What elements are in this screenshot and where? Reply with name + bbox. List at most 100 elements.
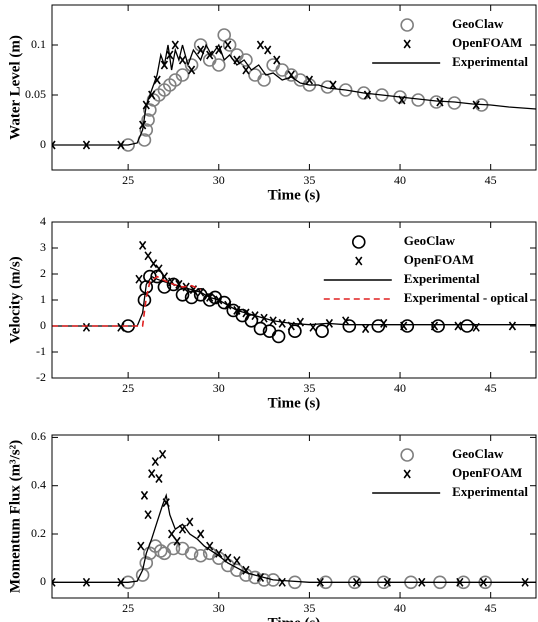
x-marker [171,40,179,50]
x-tick-label: 35 [303,381,315,395]
x-marker [138,120,147,130]
circle-marker [175,287,190,302]
series-line [52,275,536,327]
x-stroke [138,240,147,250]
x-marker [144,251,152,261]
x-axis-title: Time (s) [268,187,321,203]
x-stroke [355,256,363,266]
legend-label: Experimental [452,54,528,69]
x-stroke [187,65,196,75]
y-tick-label: 0 [40,318,46,332]
x-stroke [168,277,176,287]
x-stroke [329,80,337,90]
circle-marker [175,541,190,556]
circle-marker [338,83,353,97]
x-stroke [151,457,159,467]
x-stroke [215,548,223,558]
x-stroke [273,55,281,65]
x-stroke [175,279,183,289]
x-stroke [256,572,265,582]
x-stroke [197,45,205,55]
plot-area [52,240,536,344]
x-stroke [162,498,170,508]
x-tick-label: 35 [303,601,315,615]
x-marker [135,274,143,284]
x-stroke [296,317,304,327]
x-tick-label: 30 [213,601,225,615]
y-tick-label: 3 [40,240,46,254]
legend-label: Experimental [404,271,480,286]
x-tick-label: 40 [394,601,406,615]
legend: GeoClaw OpenFOAM Experimental [372,446,528,499]
x-marker [242,65,250,75]
x-tick-label: 25 [122,173,134,187]
x-marker [153,75,161,85]
x-stroke [82,322,91,332]
x-stroke [305,75,314,85]
y-tick-label: -2 [36,370,46,384]
legend-label: GeoClaw [452,16,504,31]
x-marker [278,318,286,328]
x-marker [305,75,314,85]
x-stroke [206,50,214,60]
x-tick-label: 30 [213,381,225,395]
y-axis-title: Momentum Flux (m³/s²) [7,440,23,593]
x-stroke [361,324,370,334]
circle-marker [400,319,415,333]
circle-marker [139,556,154,570]
x-marker [256,572,265,582]
circle-marker [371,319,386,333]
x-stroke [186,517,194,527]
x-stroke [224,40,232,50]
circle-marker [429,95,444,109]
x-stroke [403,39,411,49]
x-marker [361,324,370,334]
circle-marker [143,269,157,284]
x-marker [158,449,167,459]
circle-marker [400,448,414,462]
x-stroke [158,449,167,459]
series-line [52,492,536,583]
x-marker [168,529,176,539]
circle-marker [141,113,155,127]
legend-label: OpenFOAM [452,35,522,50]
x-stroke [197,529,205,539]
x-stroke [400,321,408,331]
x-stroke [363,90,372,100]
x-tick-label: 30 [213,173,225,187]
x-stroke [403,469,411,479]
circle-marker [248,68,262,82]
legend: GeoClaw OpenFOAM Experimental Experimental … [323,233,528,305]
x-tick-label: 40 [394,173,406,187]
plot-frame [51,4,537,171]
circle-marker [211,58,226,72]
x-stroke [148,469,156,479]
x-marker [117,322,125,332]
x-stroke [278,577,286,587]
x-stroke [148,90,156,100]
x-marker [430,321,439,331]
x-stroke [436,97,444,107]
y-tick-label: 0.4 [31,477,46,491]
x-marker [355,256,363,266]
x-marker [52,577,56,587]
x-stroke [155,473,163,483]
x-stroke [155,264,163,274]
x-marker [454,321,462,331]
circle-marker [153,544,168,558]
x-marker [186,517,194,527]
circle-marker [157,546,172,561]
x-marker [138,240,147,250]
legend: GeoClaw OpenFOAM Experimental [372,16,528,69]
x-marker [140,490,149,500]
y-tick-label: 0.05 [25,87,46,101]
x-stroke [472,100,480,110]
x-marker [137,541,145,551]
circle-marker [460,319,474,333]
x-tick-label: 45 [485,173,497,187]
x-marker [508,321,517,331]
x-marker [296,317,304,327]
panel: 25 30 35 40 45 -2 -1 0 1 2 3 4 Time (s) Velocity (m/s… [7,214,537,411]
legend-label: GeoClaw [404,233,456,248]
x-stroke [149,259,158,269]
